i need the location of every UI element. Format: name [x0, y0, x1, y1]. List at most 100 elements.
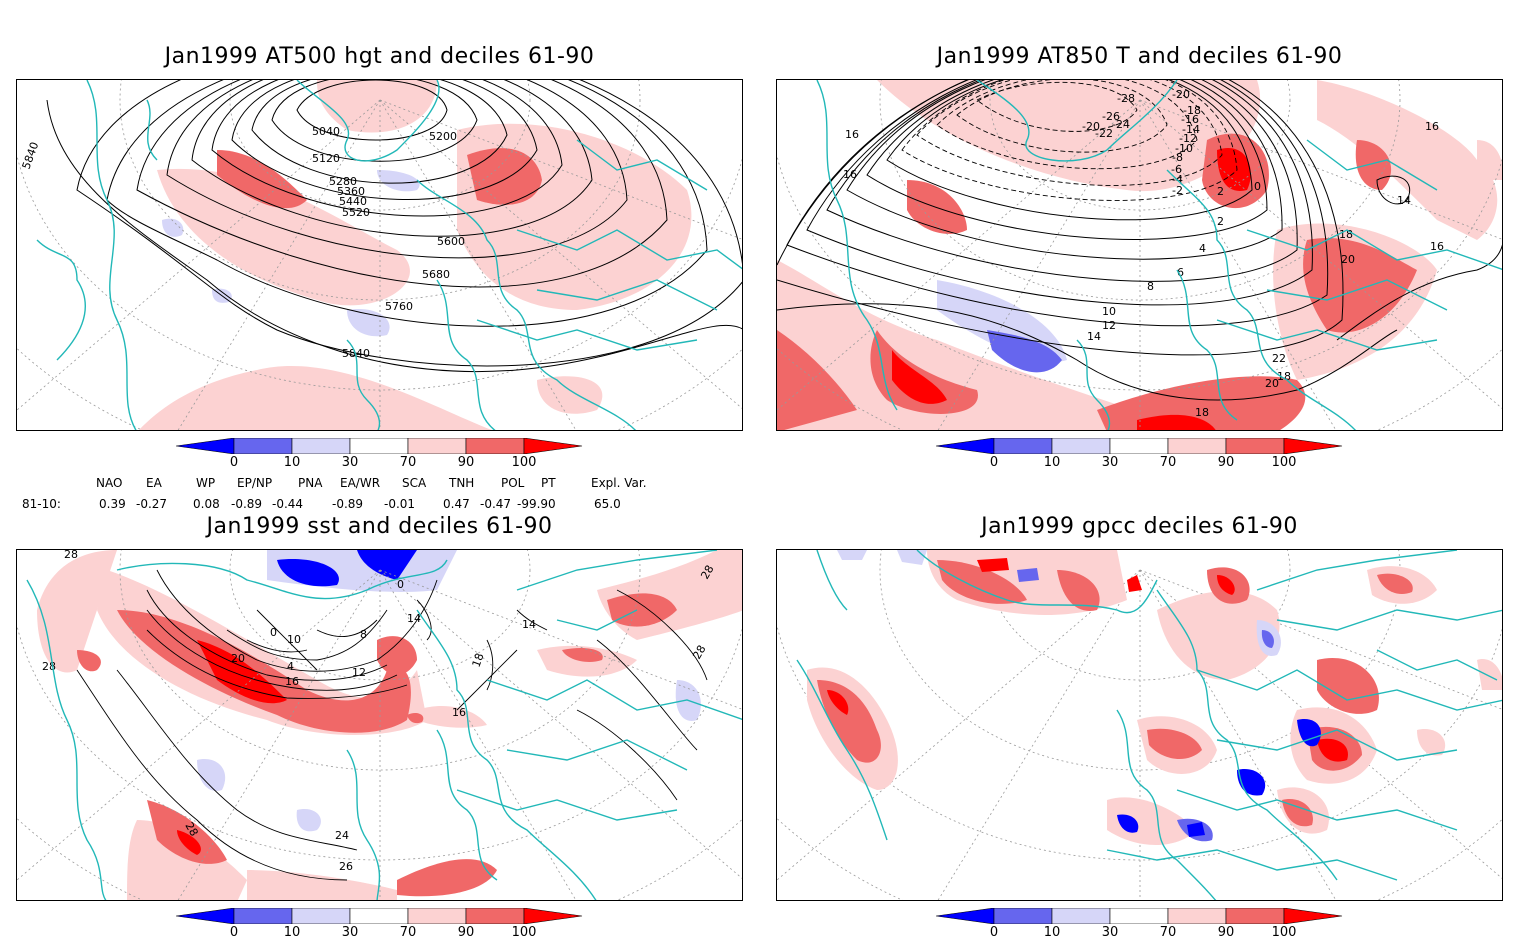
colorbar-tick: 70 [1159, 455, 1177, 470]
svg-text:5760: 5760 [385, 300, 413, 313]
svg-text:14: 14 [407, 612, 421, 625]
svg-text:-28: -28 [1117, 92, 1135, 105]
index-value: -0.44 [272, 497, 304, 511]
colorbar-swatches [936, 908, 1343, 924]
svg-text:12: 12 [1102, 319, 1116, 332]
svg-text:4: 4 [1199, 242, 1206, 255]
colorbar-swatches [936, 438, 1343, 454]
index-header: POL [501, 476, 525, 490]
contour-labels: 5040 5120 5200 5280 5360 5440 5520 5600 … [20, 125, 465, 360]
svg-text:16: 16 [452, 706, 466, 719]
index-value: 0.47 [443, 497, 470, 511]
map-gpcc [777, 550, 1502, 900]
svg-text:28: 28 [698, 563, 716, 582]
svg-text:5040: 5040 [312, 125, 340, 138]
colorbar-tick: 100 [511, 455, 537, 470]
svg-text:0: 0 [1254, 180, 1261, 193]
index-header: EP/NP [237, 476, 273, 490]
svg-text:-18: -18 [1183, 104, 1201, 117]
svg-text:-22: -22 [1095, 127, 1113, 140]
colorbar-tick: 10 [283, 925, 301, 940]
colorbar-tick: 30 [341, 925, 359, 940]
colorbar-tick: 70 [399, 925, 417, 940]
svg-text:10: 10 [1102, 305, 1116, 318]
svg-text:24: 24 [335, 829, 349, 842]
index-header: WP [196, 476, 216, 490]
svg-text:12: 12 [352, 666, 366, 679]
svg-text:5440: 5440 [339, 195, 367, 208]
map-panel-sst: 28 28 28 28 28 26 20 0 10 4 8 12 16 24 1… [16, 549, 743, 901]
svg-text:16: 16 [843, 168, 857, 181]
svg-text:-10: -10 [1175, 142, 1193, 155]
colorbar-swatches [176, 438, 583, 454]
svg-text:4: 4 [287, 660, 294, 673]
colorbar-gpcc: 0 10 30 70 90 100 [936, 908, 1356, 944]
svg-text:16: 16 [845, 128, 859, 141]
svg-text:-8: -8 [1172, 151, 1183, 164]
svg-text:8: 8 [360, 628, 367, 641]
svg-text:16: 16 [1425, 120, 1439, 133]
svg-text:28: 28 [182, 820, 200, 839]
index-header: SCA [402, 476, 427, 490]
panel-title-t850: Jan1999 AT850 T and deciles 61-90 [936, 44, 1343, 69]
svg-text:16: 16 [285, 675, 299, 688]
index-header: TNH [449, 476, 475, 490]
map-hgt500: 5040 5120 5200 5280 5360 5440 5520 5600 … [17, 80, 742, 430]
svg-text:5200: 5200 [429, 130, 457, 143]
svg-text:8: 8 [1147, 280, 1154, 293]
svg-text:14: 14 [1397, 194, 1411, 207]
svg-text:5520: 5520 [342, 206, 370, 219]
svg-text:-14: -14 [1182, 123, 1200, 136]
index-value: -0.89 [231, 497, 263, 511]
colorbar-tick: 90 [1217, 455, 1235, 470]
svg-text:14: 14 [522, 618, 536, 631]
svg-text:20: 20 [231, 652, 245, 665]
svg-text:26: 26 [339, 860, 353, 873]
svg-text:5680: 5680 [422, 268, 450, 281]
svg-text:-26: -26 [1102, 110, 1120, 123]
index-value: 65.0 [594, 497, 621, 511]
colorbar-tick: 90 [1217, 925, 1235, 940]
colorbar-t850: 0 10 30 70 90 100 [936, 438, 1356, 474]
map-panel-t850: -28 -26 -24 -22 -20 -20 -18 -16 -14 -12 … [776, 79, 1503, 431]
svg-text:6: 6 [1177, 266, 1184, 279]
index-value: -0.47 [480, 497, 512, 511]
svg-text:2: 2 [1217, 185, 1224, 198]
svg-text:28: 28 [64, 550, 78, 561]
index-header: PNA [298, 476, 323, 490]
colorbar-tick: 0 [229, 455, 239, 470]
colorbar-swatches [176, 908, 583, 924]
index-value: 0.08 [193, 497, 220, 511]
colorbar-tick: 70 [399, 455, 417, 470]
index-header: EA/WR [340, 476, 381, 490]
colorbar-tick: 30 [1101, 455, 1119, 470]
contour-labels: 28 28 28 28 28 26 20 0 10 4 8 12 16 24 1… [42, 550, 717, 873]
map-t850: -28 -26 -24 -22 -20 -20 -18 -16 -14 -12 … [777, 80, 1502, 430]
svg-text:0: 0 [270, 626, 277, 639]
index-header: NAO [96, 476, 123, 490]
colorbar-tick: 0 [989, 455, 999, 470]
svg-text:5600: 5600 [437, 235, 465, 248]
svg-text:2: 2 [1217, 215, 1224, 228]
colorbar-tick: 90 [457, 455, 475, 470]
index-value: -0.89 [332, 497, 364, 511]
contour-labels: -28 -26 -24 -22 -20 -20 -18 -16 -14 -12 … [843, 88, 1444, 419]
colorbar-tick: 10 [1043, 455, 1061, 470]
colorbar-tick: 70 [1159, 925, 1177, 940]
svg-text:18: 18 [470, 651, 487, 669]
svg-text:0: 0 [397, 578, 404, 591]
svg-text:28: 28 [690, 643, 708, 662]
svg-text:-6: -6 [1171, 163, 1182, 176]
index-header: EA [146, 476, 162, 490]
colorbar-tick: 100 [1271, 455, 1297, 470]
svg-text:-20: -20 [1172, 88, 1190, 101]
svg-text:18: 18 [1195, 406, 1209, 419]
colorbar-sst: 0 10 30 70 90 100 [176, 908, 596, 944]
colorbar-tick: 30 [341, 455, 359, 470]
panel-title-sst: Jan1999 sst and deciles 61-90 [206, 514, 553, 539]
colorbar-tick: 0 [229, 925, 239, 940]
panel-title-gpcc: Jan1999 gpcc deciles 61-90 [981, 514, 1298, 539]
colorbar-tick: 30 [1101, 925, 1119, 940]
svg-text:5360: 5360 [337, 185, 365, 198]
map-sst: 28 28 28 28 28 26 20 0 10 4 8 12 16 24 1… [17, 550, 742, 900]
